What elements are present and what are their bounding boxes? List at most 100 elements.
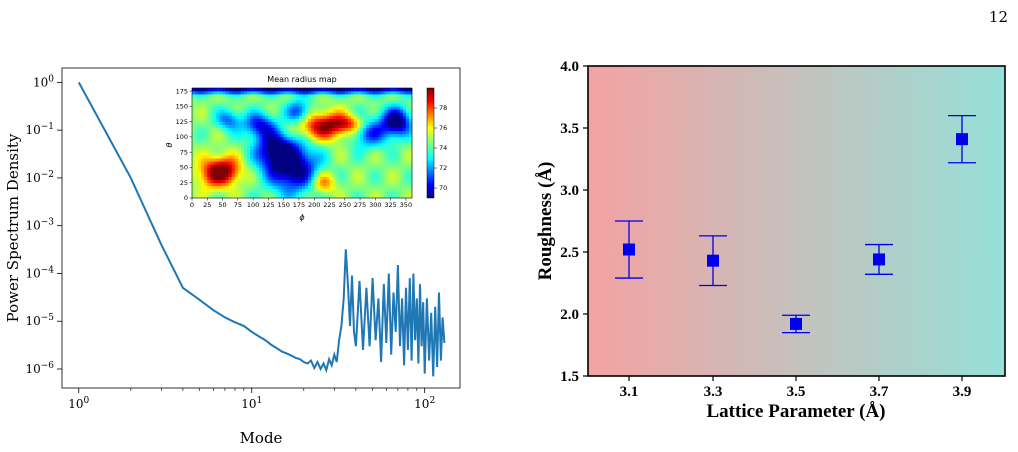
heatmap-cell bbox=[341, 136, 346, 141]
heatmap-cell bbox=[335, 176, 339, 180]
heatmap-cell bbox=[222, 106, 226, 110]
heatmap-cell bbox=[265, 158, 269, 162]
heatmap-cell bbox=[234, 127, 239, 132]
heatmap-cell bbox=[320, 185, 324, 190]
heatmap-cell bbox=[326, 127, 330, 132]
heatmap-cell bbox=[338, 161, 343, 165]
heatmap-cell bbox=[335, 118, 339, 122]
heatmap-cell bbox=[216, 109, 220, 113]
heatmap-cell bbox=[393, 127, 398, 132]
heatmap-cell bbox=[375, 130, 379, 135]
heatmap-cell bbox=[286, 97, 291, 101]
heatmap-cell bbox=[198, 164, 202, 168]
heatmap-cell bbox=[332, 139, 336, 144]
heatmap-cell bbox=[192, 109, 196, 113]
heatmap-cell bbox=[302, 136, 306, 141]
heatmap-cell bbox=[277, 91, 281, 95]
heatmap-cell bbox=[408, 88, 413, 92]
heatmap-cell bbox=[399, 161, 404, 165]
heatmap-cell bbox=[323, 106, 327, 110]
heatmap-cell bbox=[250, 127, 254, 132]
heatmap-cell bbox=[225, 161, 229, 165]
heatmap-cell bbox=[292, 127, 297, 132]
heatmap-cell bbox=[393, 103, 398, 107]
heatmap-cell bbox=[335, 194, 339, 199]
psd-xtick-label: 100 bbox=[68, 396, 89, 411]
heatmap-cell bbox=[326, 100, 330, 104]
heatmap-cell bbox=[280, 155, 284, 159]
heatmap-cell bbox=[375, 103, 379, 107]
heatmap-cell bbox=[326, 188, 330, 193]
heatmap-cell bbox=[277, 94, 281, 98]
heatmap-cell bbox=[347, 191, 352, 196]
heatmap-cell bbox=[271, 130, 275, 135]
heatmap-cell bbox=[372, 103, 376, 107]
heatmap-cell bbox=[247, 158, 251, 162]
heatmap-cell bbox=[265, 124, 269, 129]
heatmap-cell bbox=[341, 106, 346, 110]
heatmap-cell bbox=[308, 155, 312, 159]
heatmap-cell bbox=[228, 164, 233, 168]
heatmap-cell bbox=[247, 179, 251, 184]
heatmap-cell bbox=[274, 127, 278, 132]
heatmap-cell bbox=[222, 91, 226, 95]
heatmap-cell bbox=[372, 130, 376, 135]
heatmap-cell bbox=[292, 179, 297, 184]
heatmap-cell bbox=[295, 188, 300, 193]
heatmap-cell bbox=[231, 109, 236, 113]
heatmap-cell bbox=[350, 176, 355, 180]
heatmap-cell bbox=[289, 155, 294, 159]
heatmap-cell bbox=[329, 136, 333, 141]
heatmap-cell bbox=[234, 158, 239, 162]
heatmap-cell bbox=[350, 188, 355, 193]
heatmap-cell bbox=[308, 191, 312, 196]
heatmap-cell bbox=[390, 182, 394, 187]
heatmap-cell bbox=[265, 91, 269, 95]
heatmap-cell bbox=[314, 179, 318, 184]
roughness-ytick-label: 1.5 bbox=[560, 369, 579, 385]
heatmap-cell bbox=[405, 185, 410, 190]
heatmap-cell bbox=[329, 152, 333, 156]
heatmap-cell bbox=[262, 155, 266, 159]
heatmap-cell bbox=[271, 109, 275, 113]
heatmap-cell bbox=[268, 139, 272, 144]
heatmap-cell bbox=[213, 139, 217, 144]
heatmap-cell bbox=[314, 152, 318, 156]
heatmap-cell bbox=[302, 97, 306, 101]
heatmap-cell bbox=[311, 173, 315, 177]
heatmap-cell bbox=[283, 124, 288, 129]
heatmap-cell bbox=[247, 115, 251, 119]
heatmap-cell bbox=[375, 176, 379, 180]
heatmap-cell bbox=[366, 164, 370, 168]
heatmap-cell bbox=[338, 188, 343, 193]
heatmap-cell bbox=[292, 170, 297, 174]
heatmap-cell bbox=[353, 124, 358, 129]
heatmap-cell bbox=[201, 149, 205, 153]
heatmap-cell bbox=[347, 136, 352, 141]
heatmap-cell bbox=[369, 133, 373, 138]
heatmap-cell bbox=[256, 124, 260, 129]
heatmap-cell bbox=[393, 124, 398, 129]
heatmap-cell bbox=[234, 143, 239, 147]
heatmap-cell bbox=[298, 124, 303, 129]
heatmap-cell bbox=[332, 155, 336, 159]
heatmap-cell bbox=[353, 130, 358, 135]
heatmap-cell bbox=[405, 100, 410, 104]
psd-ytick-label: 10−1 bbox=[25, 122, 54, 137]
heatmap-cell bbox=[198, 155, 202, 159]
heatmap-cell bbox=[298, 115, 303, 119]
heatmap-cell bbox=[366, 91, 370, 95]
heatmap-cell bbox=[274, 139, 278, 144]
heatmap-cell bbox=[286, 149, 291, 153]
heatmap-cell bbox=[384, 121, 388, 125]
heatmap-cell bbox=[308, 121, 312, 125]
heatmap-cell bbox=[329, 191, 333, 196]
heatmap-cell bbox=[222, 149, 226, 153]
heatmap-cell bbox=[192, 191, 196, 196]
heatmap-cell bbox=[360, 170, 364, 174]
heatmap-cell bbox=[286, 170, 291, 174]
heatmap-cell bbox=[366, 124, 370, 129]
heatmap-cell bbox=[347, 139, 352, 144]
heatmap-cell bbox=[228, 176, 233, 180]
